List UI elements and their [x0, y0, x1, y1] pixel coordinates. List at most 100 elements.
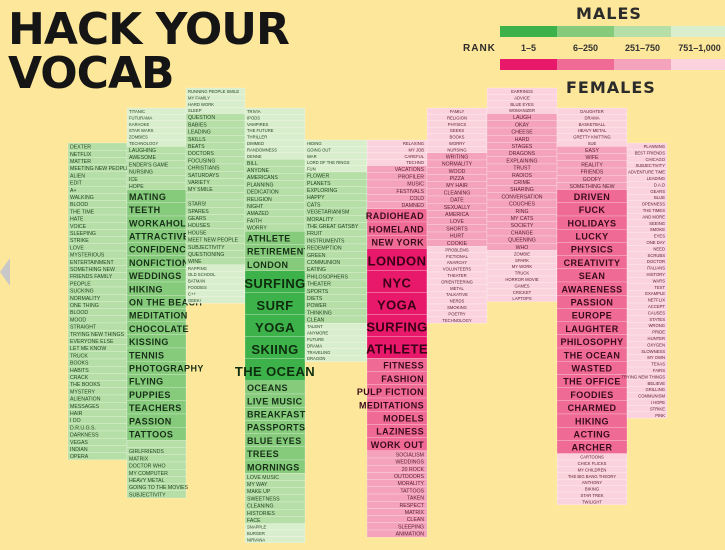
word-label: NURSING [447, 147, 466, 152]
word-label: CHRISTIANS [188, 166, 220, 172]
word-label: LUCKY [576, 231, 609, 241]
word-label: MUSIC [407, 182, 424, 188]
word-label: MY CHILDREN [578, 467, 607, 472]
word-label: ENTERTAINMENT [70, 260, 114, 266]
word-label: WORRY [247, 226, 267, 232]
word-label: ADVENTURE TIME [628, 170, 665, 175]
word-label: DENNE [247, 154, 262, 159]
word-label: SMOKING [447, 305, 467, 310]
word-label: NEW YORK [371, 237, 424, 247]
word-label: STAGES [512, 144, 533, 150]
word-label: TRUST [513, 166, 531, 172]
word-label: FUCK [579, 205, 606, 215]
word-label: THRILLER [247, 135, 267, 140]
word-cell [366, 529, 428, 538]
word-label: RAPPING [188, 266, 207, 271]
word-label: MORALITY [397, 481, 424, 487]
word-label: MATTER [70, 159, 91, 165]
word-label: HAPPY [307, 195, 325, 201]
word-label: ZOMBIES [129, 135, 148, 140]
word-label: AMERICA [445, 212, 469, 218]
word-label: OLD SCHOOL [188, 272, 216, 277]
word-label: VOLUNTEERS [443, 267, 472, 272]
word-label: INDIAN [70, 447, 88, 453]
word-label: CONVERSATION [501, 194, 542, 200]
word-label: RELIGION [247, 197, 272, 203]
word-label: TECHNO [406, 160, 424, 165]
word-label: LAUGHING [129, 148, 156, 154]
word-label: DARKNESS [70, 433, 99, 439]
word-label: CAUSES [648, 310, 665, 315]
word-label: OKAY [515, 122, 530, 128]
word-label: OCEANS [247, 383, 288, 393]
word-label: REDEMPTION [307, 246, 342, 252]
word-label: FUTURE [307, 337, 324, 342]
word-label: METAL [450, 286, 464, 291]
word-label: ITALIANS [647, 266, 666, 271]
word-label: PIZZA [450, 176, 465, 182]
word-label: NURSING [129, 170, 153, 176]
word-label: TALENT [307, 324, 323, 329]
word-label: HIKING [575, 416, 609, 426]
word-label: LIVE MUSIC [247, 396, 303, 406]
word-label: THINKING [307, 310, 332, 316]
word-label: SUCKING [70, 289, 94, 295]
word-cell [185, 192, 246, 201]
word-label: PLANNING [247, 182, 274, 188]
word-label: QUESTIONING [188, 252, 224, 258]
word-label: STRIKE [650, 406, 665, 411]
word-label: SKILLS [188, 137, 206, 143]
word-label: MEETING NEW PEOPLE [70, 166, 130, 172]
word-label: BREAKFAST [247, 409, 306, 419]
word-label: AWARENESS [561, 284, 622, 294]
word-label: ENDER'S GAME [129, 162, 169, 168]
word-label: PHILOSOPHERS [307, 274, 348, 280]
word-label: SURF [257, 298, 294, 313]
word-label: CRICKET [513, 290, 532, 295]
word-label: ACCEPT [648, 304, 665, 309]
word-label: THE BIG BANG THEORY [568, 474, 616, 479]
left-arrow-icon[interactable] [0, 258, 10, 286]
word-label: BURGER [247, 531, 265, 536]
legend-bin-label-4: 751–1,000 [678, 43, 721, 53]
word-label: PROBLEMS [445, 247, 468, 252]
word-label: HABITS [70, 368, 89, 374]
word-label: RELIGION [447, 115, 467, 120]
word-label: LAUGH [513, 115, 531, 121]
word-label: SLOWNESS [641, 349, 665, 354]
word-label: COOKIE [447, 241, 468, 247]
legend-bin-label-3: 251–750 [624, 43, 661, 53]
word-label: OXYGEN [647, 342, 665, 347]
word-label: VAMPIRES [247, 122, 269, 127]
word-label: MYSTERIOUS [70, 253, 105, 259]
word-label: ANIMATION [396, 532, 425, 538]
word-label: THEATER [307, 282, 331, 288]
word-label: LEADING [188, 130, 211, 136]
word-label: PASSPORTS [247, 423, 305, 433]
word-label: WHO [516, 245, 529, 251]
word-label: LONDON [368, 254, 427, 269]
word-label: PHYSICS [448, 122, 467, 127]
word-label: COMMUNISM [638, 394, 665, 399]
legend-male-swatch-3 [614, 26, 671, 37]
word-label: WARS [653, 278, 666, 283]
word-label: RESPECT [399, 503, 424, 509]
word-label: HOPE [129, 184, 144, 190]
word-label: BOOKS [450, 135, 465, 140]
word-cell [126, 440, 187, 448]
word-label: DRAGON [307, 356, 325, 361]
word-label: SURFING [244, 276, 305, 291]
word-label: LORD OF THE RINGS [307, 160, 350, 165]
word-label: DRAGONS [509, 151, 536, 157]
word-label: IPODS [247, 115, 260, 120]
word-label: ATHLETE [247, 233, 291, 243]
word-label: VEGETARIANISM [307, 210, 349, 216]
word-label: FRIENDS FAMILY [70, 274, 113, 280]
word-label: NIRVANA [247, 537, 265, 542]
word-label: HOMELAND [369, 224, 424, 234]
word-label: GAMES [514, 283, 529, 288]
word-label: THE TIME [70, 209, 95, 215]
word-label: WASTED [572, 363, 613, 373]
